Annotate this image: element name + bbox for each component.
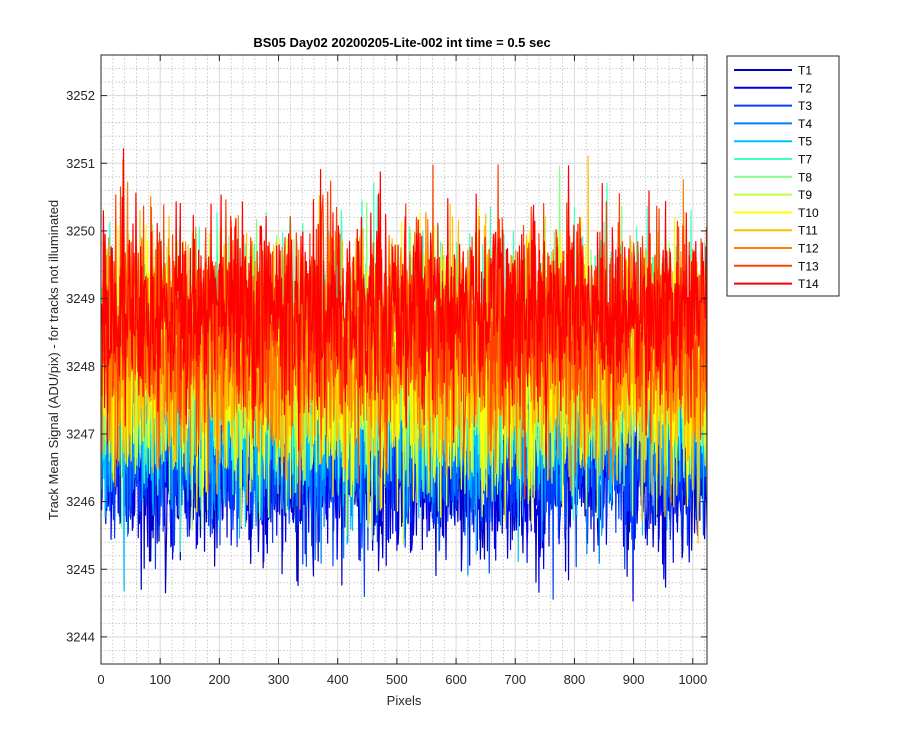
y-tick-label: 3252 bbox=[66, 88, 95, 103]
legend-label-t3: T3 bbox=[798, 99, 812, 113]
x-tick-label: 1000 bbox=[678, 672, 707, 687]
x-tick-label: 300 bbox=[268, 672, 290, 687]
legend-label-t1: T1 bbox=[798, 64, 812, 78]
y-tick-label: 3245 bbox=[66, 562, 95, 577]
series-layer bbox=[101, 148, 707, 602]
y-tick-label: 3248 bbox=[66, 359, 95, 374]
x-axis-label: Pixels bbox=[387, 693, 422, 708]
y-axis-ticks: 3244 3245 3246 3247 3248 3249 3250 3251 3252 bbox=[66, 88, 707, 644]
legend-label-t10: T10 bbox=[798, 206, 819, 220]
x-axis-ticks: 0 100 200 300 400 500 600 700 800 900 1000 bbox=[97, 55, 707, 687]
y-tick-label: 3244 bbox=[66, 629, 95, 644]
x-tick-label: 400 bbox=[327, 672, 349, 687]
y-tick-label: 3247 bbox=[66, 426, 95, 441]
y-tick-label: 3251 bbox=[66, 156, 95, 171]
y-tick-label: 3250 bbox=[66, 223, 95, 238]
legend-label-t4: T4 bbox=[798, 117, 812, 131]
series-line-t14 bbox=[101, 148, 707, 457]
legend-label-t9: T9 bbox=[798, 188, 812, 202]
legend-label-t11: T11 bbox=[798, 224, 818, 238]
chart-title: BS05 Day02 20200205-Lite-002 int time = … bbox=[253, 35, 550, 50]
series-line-t12 bbox=[101, 159, 707, 510]
legend-label-t5: T5 bbox=[798, 135, 812, 149]
legend-label-t2: T2 bbox=[798, 81, 812, 95]
y-tick-label: 3249 bbox=[66, 291, 95, 306]
x-tick-label: 900 bbox=[623, 672, 645, 687]
legend: T1 T2 T3 T4 T5 T7 T8 T9 T10 T11 T12 T13 T14 bbox=[726, 55, 840, 297]
y-axis-label: Track Mean Signal (ADU/pix) - for tracks… bbox=[46, 200, 61, 520]
x-tick-label: 0 bbox=[97, 672, 104, 687]
legend-label-t13: T13 bbox=[798, 259, 819, 273]
x-tick-label: 600 bbox=[445, 672, 467, 687]
x-tick-label: 800 bbox=[564, 672, 586, 687]
plot-frame bbox=[100, 54, 708, 665]
legend-label-t7: T7 bbox=[798, 153, 812, 167]
x-tick-label: 500 bbox=[386, 672, 408, 687]
legend-label-t14: T14 bbox=[798, 277, 819, 291]
x-tick-label: 100 bbox=[149, 672, 171, 687]
x-tick-label: 200 bbox=[209, 672, 231, 687]
y-tick-label: 3246 bbox=[66, 494, 95, 509]
legend-label-t12: T12 bbox=[798, 242, 819, 256]
legend-label-t8: T8 bbox=[798, 170, 812, 184]
x-tick-label: 700 bbox=[504, 672, 526, 687]
